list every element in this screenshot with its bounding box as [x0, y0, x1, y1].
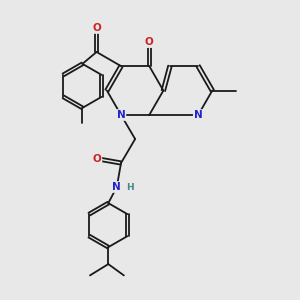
- Text: H: H: [126, 183, 134, 192]
- Text: N: N: [194, 110, 203, 120]
- Text: N: N: [117, 110, 125, 120]
- Text: O: O: [93, 154, 101, 164]
- Text: O: O: [145, 37, 154, 47]
- Text: N: N: [112, 182, 121, 192]
- Text: O: O: [92, 23, 101, 33]
